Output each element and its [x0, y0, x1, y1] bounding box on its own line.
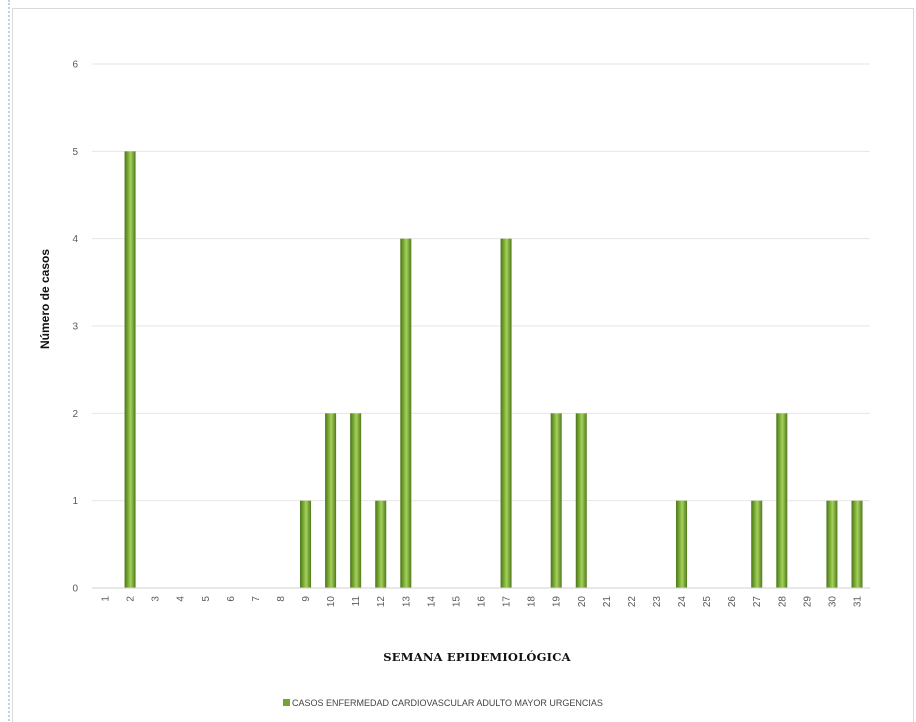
x-tick-label: 4 [176, 596, 187, 602]
x-tick-label: 28 [777, 596, 788, 608]
bar-week-17 [500, 238, 512, 588]
bar-week-13 [400, 238, 412, 588]
legend: CASOS ENFERMEDAD CARDIOVASCULAR ADULTO M… [283, 698, 603, 708]
bar-week-2 [124, 151, 136, 589]
x-axis-title: SEMANA EPIDEMIOLÓGICA [383, 650, 571, 664]
x-tick-label: 15 [451, 596, 462, 608]
bar-week-20 [575, 413, 587, 588]
x-tick-label: 18 [527, 596, 538, 608]
x-tick-label: 8 [276, 596, 287, 602]
x-tick-label: 23 [652, 596, 663, 608]
x-tick-label: 3 [151, 596, 162, 602]
x-tick-label: 24 [677, 596, 688, 608]
x-tick-label: 13 [401, 596, 412, 608]
bar-week-10 [325, 413, 337, 588]
x-tick-label: 9 [301, 596, 312, 602]
x-tick-label: 17 [502, 596, 513, 608]
x-tick-label: 12 [376, 596, 387, 608]
bar-week-24 [676, 500, 688, 588]
y-tick-label: 6 [72, 60, 78, 71]
bar-week-12 [375, 500, 387, 588]
x-tick-label: 2 [126, 596, 137, 602]
x-tick-label: 31 [853, 596, 864, 608]
x-tick-label: 6 [226, 596, 237, 602]
y-axis-title: Número de casos [38, 249, 52, 349]
x-tick-label: 30 [827, 596, 838, 608]
y-tick-label: 5 [72, 147, 78, 158]
x-tick-label: 16 [477, 596, 488, 608]
x-tick-label: 29 [802, 596, 813, 608]
x-tick-label: 27 [752, 596, 763, 608]
bar-week-28 [776, 413, 788, 588]
y-tick-label: 4 [72, 234, 78, 245]
bar-week-9 [300, 500, 312, 588]
bar-week-30 [826, 500, 838, 588]
bar-week-11 [350, 413, 362, 588]
y-tick-label: 0 [72, 584, 78, 595]
x-tick-label: 7 [251, 596, 262, 602]
y-axis-ticks: 0 1 2 3 4 5 6 [72, 60, 78, 595]
x-tick-label: 19 [552, 596, 563, 608]
legend-label: CASOS ENFERMEDAD CARDIOVASCULAR ADULTO M… [292, 698, 603, 708]
x-tick-label: 10 [326, 596, 337, 608]
legend-swatch [283, 699, 290, 706]
y-tick-label: 2 [72, 409, 78, 420]
x-tick-label: 11 [351, 596, 362, 607]
bar-week-19 [550, 413, 562, 588]
x-tick-label: 26 [727, 596, 738, 608]
bar-series [124, 151, 863, 589]
bar-week-27 [751, 500, 763, 588]
x-tick-label: 20 [577, 596, 588, 608]
y-tick-label: 3 [72, 322, 78, 333]
y-tick-label: 1 [72, 496, 78, 507]
x-tick-label: 22 [627, 596, 638, 608]
x-tick-label: 25 [702, 596, 713, 608]
chart-frame [12, 8, 914, 722]
x-tick-label: 14 [426, 596, 437, 608]
page-left-border [8, 0, 10, 721]
x-tick-label: 5 [201, 596, 212, 602]
bar-week-31 [851, 500, 863, 588]
x-tick-label: 21 [602, 596, 613, 608]
gridlines [92, 63, 870, 502]
x-tick-label: 1 [101, 596, 112, 602]
x-axis-ticks: 1 2 3 4 5 6 7 8 9 10 11 12 13 14 15 16 17 18 19 20 21 22 23 24 2… [101, 596, 864, 608]
